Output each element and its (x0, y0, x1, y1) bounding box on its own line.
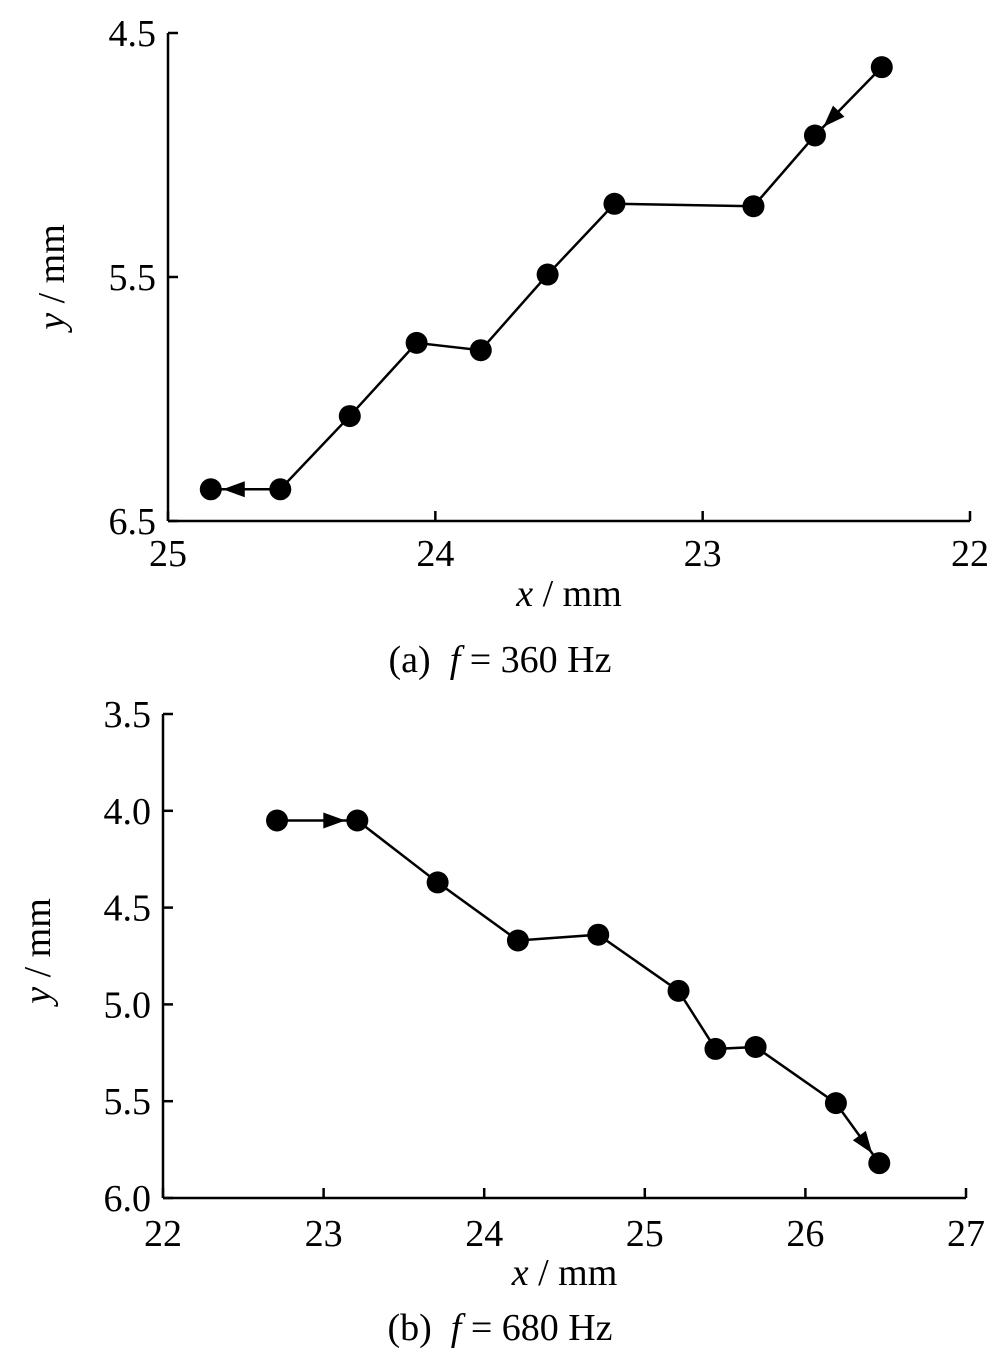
data-point-a (803, 124, 826, 147)
x-tick-label-b: 24 (465, 1213, 503, 1255)
x-axis-label-a: x / mm (515, 573, 622, 615)
data-point-a (199, 478, 222, 501)
y-axis-label-b: y / mm (17, 898, 59, 1008)
direction-arrow-b (323, 812, 346, 829)
x-axis-label-b: x / mm (511, 1252, 618, 1294)
direction-arrow-a (222, 481, 245, 498)
y-tick-label-b: 4.0 (104, 791, 152, 833)
x-tick-label-a: 22 (951, 533, 989, 575)
data-point-b (704, 1037, 727, 1060)
series-line-a (210, 66, 883, 491)
data-point-b (667, 979, 690, 1002)
y-tick-label-b: 6.0 (104, 1178, 152, 1220)
data-point-b (266, 809, 289, 832)
x-tick-label-a: 23 (684, 533, 722, 575)
data-point-b (346, 809, 369, 832)
data-point-b (744, 1035, 767, 1058)
y-tick-label-a: 4.5 (109, 13, 157, 55)
chart-panel-a: 25 24 23 22 4.5 5.5 6.5 x / mm y / mm (a) f = 360… (31, 13, 989, 681)
data-point-a (603, 192, 626, 215)
data-point-b (506, 929, 529, 952)
y-tick-label-b: 3.5 (104, 694, 152, 736)
caption-b: (b) f = 680 Hz (387, 1307, 612, 1349)
direction-arrow-b (852, 1130, 873, 1154)
x-tick-label-b: 23 (305, 1213, 343, 1255)
y-tick-label-b: 5.0 (104, 984, 152, 1026)
data-point-b (426, 871, 449, 894)
data-point-b (587, 923, 610, 946)
x-tick-label-b: 26 (786, 1213, 824, 1255)
x-tick-label-b: 27 (947, 1213, 985, 1255)
y-axis-label-a: y / mm (31, 224, 73, 334)
y-tick-label-a: 6.5 (109, 501, 157, 543)
x-tick-label-a: 24 (416, 533, 454, 575)
series-line-b (277, 819, 881, 1164)
caption-a: (a) f = 360 Hz (389, 639, 612, 681)
data-point-a (469, 339, 492, 362)
data-point-a (405, 331, 428, 354)
x-tick-label-b: 22 (144, 1213, 182, 1255)
x-tick-label-a: 25 (149, 533, 187, 575)
data-point-b (824, 1092, 847, 1115)
data-point-b (868, 1152, 891, 1175)
direction-arrow-a (823, 105, 845, 127)
data-point-a (742, 195, 765, 218)
data-point-a (269, 478, 292, 501)
data-point-a (338, 405, 361, 428)
chart-panel-b: 22 23 24 25 26 27 3.5 4.0 4.5 5.0 5.5 6.0 x / mm y / … (17, 694, 985, 1349)
data-point-a (536, 263, 559, 286)
x-tick-label-b: 25 (626, 1213, 664, 1255)
y-tick-label-b: 4.5 (104, 888, 152, 930)
y-tick-label-b: 5.5 (104, 1081, 152, 1123)
y-tick-label-a: 5.5 (109, 257, 157, 299)
data-point-a (870, 56, 893, 79)
